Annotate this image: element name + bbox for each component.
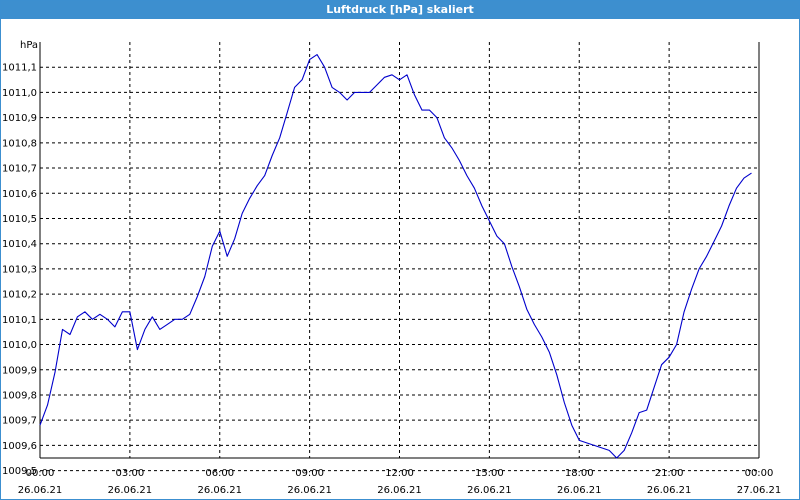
x-tick-time: 03:00 — [115, 468, 144, 479]
x-tick-time: 21:00 — [655, 468, 684, 479]
x-tick-time: 18:00 — [565, 468, 594, 479]
y-tick-label: 1010,7 — [2, 164, 37, 175]
x-tick-date: 26.06.21 — [557, 485, 602, 496]
x-tick-time: 00:00 — [26, 468, 55, 479]
x-tick-date: 26.06.21 — [108, 485, 153, 496]
y-tick-label: 1009,7 — [2, 416, 37, 427]
y-tick-label: 1010,0 — [2, 340, 37, 351]
y-tick-label: 1010,6 — [2, 189, 37, 200]
series-line — [39, 54, 752, 459]
x-tick-date: 26.06.21 — [467, 485, 512, 496]
x-tick-date: 26.06.21 — [197, 485, 242, 496]
x-tick-time: 12:00 — [385, 468, 414, 479]
x-tick-date: 26.06.21 — [287, 485, 332, 496]
y-tick-label: 1010,4 — [2, 239, 37, 250]
x-tick-time: 09:00 — [295, 468, 324, 479]
grid — [40, 42, 759, 472]
y-tick-label: 1010,3 — [2, 264, 37, 275]
x-tick-date: 26.06.21 — [18, 485, 63, 496]
y-tick-label: 1009,6 — [2, 441, 37, 452]
y-tick-label: 1010,1 — [2, 315, 37, 326]
y-tick-label: 1009,9 — [2, 365, 37, 376]
series-group — [39, 54, 752, 459]
y-axis-label: hPa — [20, 40, 38, 51]
y-axis-ticks: 1009,5 1009,6 1009,7 1009,8 1009,9 1010,0 1010… — [2, 63, 37, 477]
y-tick-label: 1010,8 — [2, 138, 37, 149]
x-tick-date: 26.06.21 — [647, 485, 692, 496]
y-tick-label: 1011,0 — [2, 88, 37, 99]
y-tick-label: 1011,1 — [2, 63, 37, 74]
x-tick-time: 00:00 — [745, 468, 774, 479]
x-tick-date: 27.06.21 — [737, 485, 782, 496]
y-tick-label: 1010,9 — [2, 113, 37, 124]
x-tick-date: 26.06.21 — [377, 485, 422, 496]
y-tick-label: 1009,8 — [2, 390, 37, 401]
x-tick-time: 15:00 — [475, 468, 504, 479]
x-axis-ticks: 00:00 26.06.21 03:00 26.06.21 06:00 26.06.21 0… — [18, 468, 782, 496]
y-tick-label: 1010,5 — [2, 214, 37, 225]
axes — [39, 42, 760, 459]
y-tick-label: 1010,2 — [2, 290, 37, 301]
y-tick-label: 1009,5 — [2, 466, 37, 477]
chart-title: Luftdruck [hPa] skaliert — [1, 1, 799, 19]
x-tick-time: 06:00 — [205, 468, 234, 479]
